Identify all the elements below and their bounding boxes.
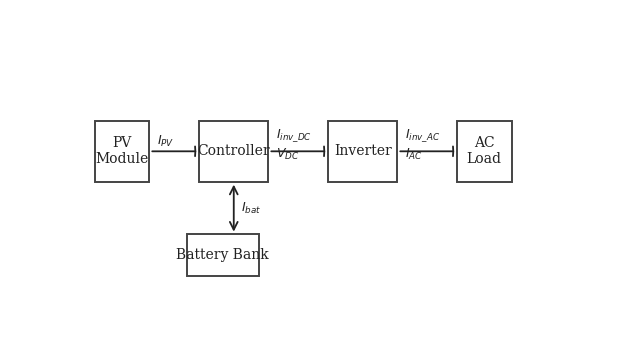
Text: Battery Bank: Battery Bank	[176, 248, 269, 262]
Text: $I_{AC}$: $I_{AC}$	[405, 147, 422, 162]
Text: PV
Module: PV Module	[95, 136, 148, 166]
Text: $V_{DC}$: $V_{DC}$	[276, 147, 300, 162]
Text: AC
Load: AC Load	[467, 136, 502, 166]
Text: $I_{bat}$: $I_{bat}$	[241, 201, 262, 216]
Text: Inverter: Inverter	[334, 144, 392, 158]
Bar	[95, 121, 150, 182]
Bar	[328, 121, 397, 182]
Bar	[199, 121, 269, 182]
Bar	[187, 234, 259, 276]
Text: $I_{inv\_DC}$: $I_{inv\_DC}$	[276, 128, 312, 144]
Text: $I_{inv\_AC}$: $I_{inv\_AC}$	[405, 128, 440, 144]
Text: $I_{PV}$: $I_{PV}$	[157, 134, 174, 149]
Bar	[457, 121, 511, 182]
Text: Controller: Controller	[198, 144, 270, 158]
